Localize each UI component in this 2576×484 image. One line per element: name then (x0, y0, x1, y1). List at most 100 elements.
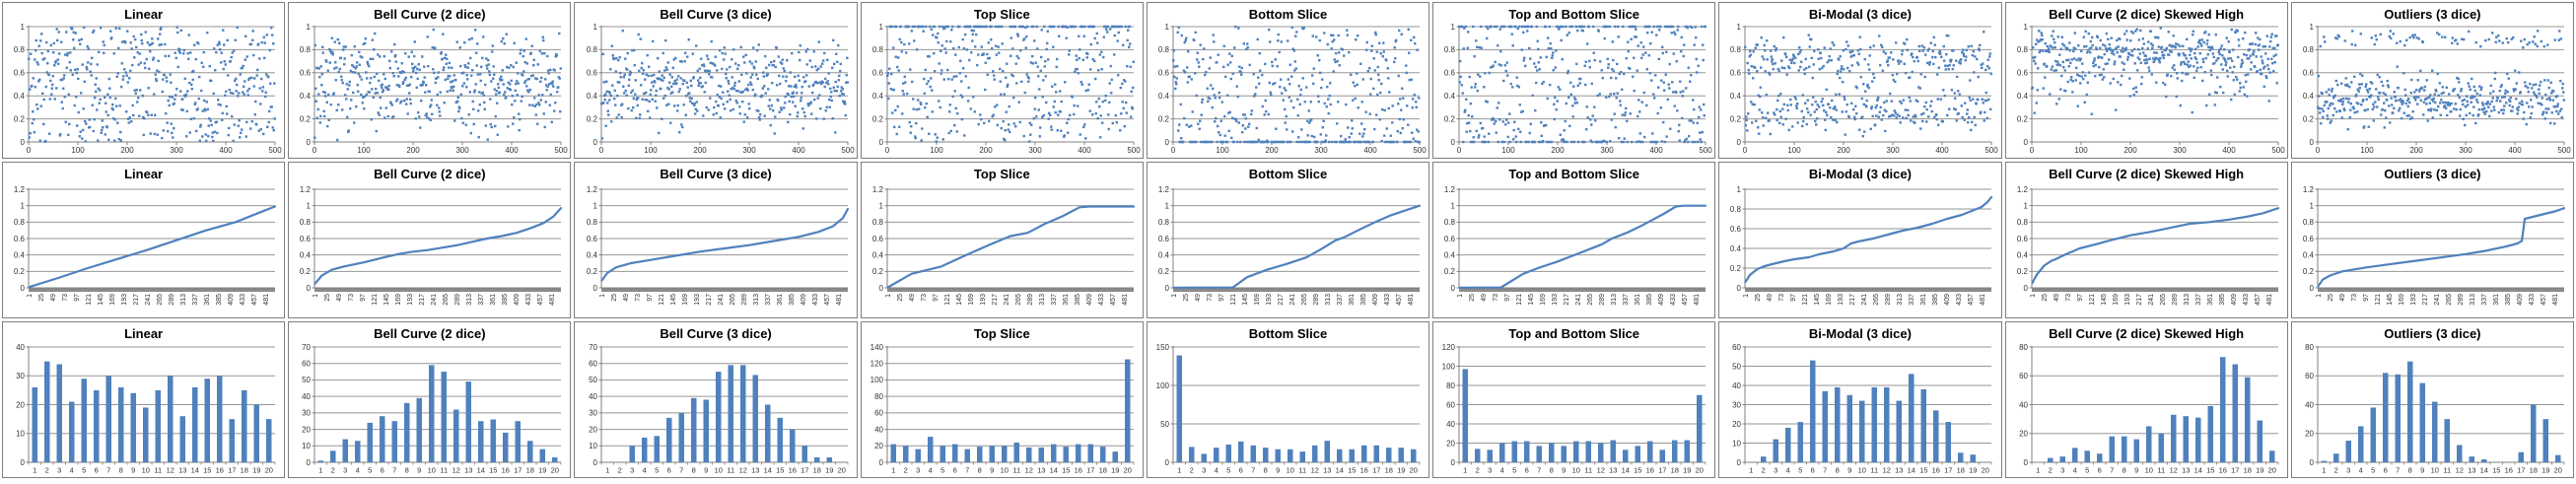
axis-tick-label: 50 (1160, 420, 1169, 429)
axis-tick-label: 457 (1110, 294, 1117, 306)
axis-tick-label: 481 (836, 294, 843, 306)
axis-tick-label: 13 (1896, 466, 1904, 475)
chart-panel-bar-col5[interactable]: Bottom Slice 0 50 100 150 1 2 3 4 5 6 7 8 9 10 11 12 13 14… (1146, 321, 1430, 478)
chart-panel-scatter-col5[interactable]: Bottom Slice 0 0.2 0.4 0.6 0.8 1 0 100 200 300 400 5… (1146, 2, 1430, 159)
axis-tick-label: 0.2 (1158, 114, 1170, 123)
chart-panel-line-col6[interactable]: Top and Bottom Slice 0 0.2 0.4 0.6 0.8 1 1.2 1 25… (1432, 162, 1716, 318)
bar (1360, 445, 1367, 462)
axis-tick-label: 300 (1601, 146, 1615, 155)
axis-tick-label: 11 (1298, 466, 1306, 475)
bar (1487, 449, 1494, 463)
axis-tick-label: 121 (2089, 294, 2096, 306)
bar (317, 460, 324, 462)
chart-panel-scatter-col3[interactable]: Bell Curve (3 dice) 0 0.2 0.4 0.6 0.8 1 0 100 200… (574, 2, 858, 159)
axis-tick-label: 19 (2256, 466, 2263, 475)
chart-panel-bar-col7[interactable]: Bi-Modal (3 dice) 0 10 20 30 40 50 60 1 2 3 4 5 6 7 8 9 1… (1718, 321, 2002, 478)
chart-panel-bar-col1[interactable]: Linear 0 10 20 30 40 1 2 3 4 5 6 7 8 9 10 11 12 13 14 15 16 17… (2, 321, 286, 478)
bar (1909, 374, 1915, 462)
axis-tick-label: 0.8 (2303, 45, 2315, 54)
chart-panel-line-col9[interactable]: Outliers (3 dice) 0 0.2 0.4 0.6 0.8 1 1.2 1 25 49 7… (2290, 162, 2574, 318)
chart-panel-bar-col8[interactable]: Bell Curve (2 dice) Skewed High 0 20 40 60 80… (2004, 321, 2288, 478)
axis-tick-label: 481 (263, 294, 270, 306)
axis-tick-label: 217 (1849, 294, 1856, 306)
axis-tick-label: 70 (589, 343, 597, 352)
axis-tick-label: 12 (167, 466, 174, 475)
chart-panel-scatter-col8[interactable]: Bell Curve (2 dice) Skewed High 0 0.2 0.4 0.… (2004, 2, 2288, 159)
axis-tick-label: 0 (307, 138, 312, 147)
bar (1099, 447, 1106, 462)
axis-tick-label: 0.4 (872, 250, 884, 259)
axis-tick-label: 337 (1051, 294, 1058, 306)
chart-panel-scatter-col6[interactable]: Top and Bottom Slice 0 0.2 0.4 0.6 0.8 1 0 100 20… (1432, 2, 1716, 159)
axis-tick-label: 9 (704, 466, 708, 475)
chart-panel-scatter-col1[interactable]: Linear 0 0.2 0.4 0.6 0.8 1 0 100 200 300 400 500 (2, 2, 286, 159)
bar (105, 376, 112, 462)
axis-tick-label: 25 (1755, 294, 1762, 302)
bar (1536, 446, 1543, 462)
axis-tick-label: 169 (395, 294, 402, 306)
axis-tick-label: 400 (2508, 146, 2522, 155)
bar (1549, 443, 1555, 462)
chart-panel-line-col5[interactable]: Bottom Slice 0 0.2 0.4 0.6 0.8 1 1.2 1 25 49 73 97 12… (1146, 162, 1430, 318)
axis-tick-label: 313 (1897, 294, 1904, 306)
axis-tick-label: 17 (1086, 466, 1094, 475)
axis-tick-label: 0.4 (872, 92, 884, 101)
axis-tick-label: 0 (1165, 458, 1170, 467)
axis-tick-label: 6 (666, 466, 670, 475)
chart-panel-line-col7[interactable]: Bi-Modal (3 dice) 0 0.2 0.4 0.6 0.8 1 1 25 49 73 97… (1718, 162, 2002, 318)
axis-tick-label: 0.6 (14, 235, 26, 243)
bar (1385, 448, 1392, 462)
axis-tick-label: 0 (1737, 284, 1742, 293)
bar (1672, 440, 1678, 463)
axis-tick-label: 217 (133, 294, 140, 306)
axis-tick-label: 433 (2243, 294, 2250, 306)
chart-panel-bar-col2[interactable]: Bell Curve (2 dice) 0 10 20 30 40 50 60 70 1 2 3 4 5 6… (288, 321, 572, 478)
axis-tick-label: 0.8 (1730, 205, 1742, 214)
bar (130, 392, 137, 462)
histogram-bars (629, 365, 832, 462)
sorted-values-line (886, 205, 1135, 289)
axis-tick-label: 409 (1372, 294, 1379, 306)
chart-panel-bar-col4[interactable]: Top Slice 0 20 40 60 80 100 120 140 1 2 3 4 5 6 7 8 9 10 11… (860, 321, 1144, 478)
axis-tick-label: 0 (1165, 284, 1170, 293)
axis-tick-label: 409 (801, 294, 807, 306)
scatter-points (1172, 25, 1421, 144)
chart-panel-bar-col3[interactable]: Bell Curve (3 dice) 0 10 20 30 40 50 60 70 1 2 3 4 5 6… (574, 321, 858, 478)
axis-tick-label: 481 (2552, 294, 2559, 306)
chart-title: Bell Curve (2 dice) Skewed High (2049, 167, 2245, 181)
chart-title: Linear (124, 7, 164, 22)
axis-tick-label: 361 (1920, 294, 1927, 306)
axis-tick-label: 14 (1908, 466, 1915, 475)
scatter-plot: 0 0.2 0.4 0.6 0.8 1 0 100 200 300 400 500 (300, 23, 568, 155)
axis-tick-label: 20 (1446, 439, 1455, 448)
chart-panel-line-col2[interactable]: Bell Curve (2 dice) 0 0.2 0.4 0.6 0.8 1 1.2 1 25 4… (288, 162, 572, 318)
chart-panel-line-col4[interactable]: Top Slice 0 0.2 0.4 0.6 0.8 1 1.2 1 25 49 73 97 121 14… (860, 162, 1144, 318)
chart-panel-bar-col9[interactable]: Outliers (3 dice) 0 20 40 60 80 1 2 3 4 5 6 7 8 9 10 11 1… (2290, 321, 2574, 478)
axis-tick-label: 0.4 (2017, 92, 2029, 101)
scatter-plot: 0 0.2 0.4 0.6 0.8 1 0 100 200 300 400 500 (2303, 23, 2571, 155)
scatter-plot: 0 0.2 0.4 0.6 0.8 1 0 100 200 300 400 500 (1444, 23, 1712, 155)
axis-tick-label: 241 (1575, 294, 1582, 306)
bar (391, 421, 398, 462)
chart-panel-bar-col6[interactable]: Top and Bottom Slice 0 20 40 60 80 100 120 1 2 3 4 5… (1432, 321, 1716, 478)
axis-tick-label: 0 (2309, 284, 2314, 293)
chart-panel-line-col1[interactable]: Linear 0 0.2 0.4 0.6 0.8 1 1.2 1 25 49 73 97 121 145 16… (2, 162, 286, 318)
axis-tick-label: 481 (1122, 294, 1129, 306)
axis-tick-label: 1 (885, 294, 892, 298)
axis-tick-label: 361 (2207, 294, 2214, 306)
chart-panel-scatter-col2[interactable]: Bell Curve (2 dice) 0 0.2 0.4 0.6 0.8 1 0 100 200… (288, 2, 572, 159)
axis-tick-label: 16 (1360, 466, 1368, 475)
chart-panel-scatter-col9[interactable]: Outliers (3 dice) 0 0.2 0.4 0.6 0.8 1 0 100 200 30… (2290, 2, 2574, 159)
axis-tick-label: 120 (870, 360, 883, 369)
chart-panel-scatter-col7[interactable]: Bi-Modal (3 dice) 0 0.2 0.4 0.6 0.8 1 0 100 200 30… (1718, 2, 2002, 159)
chart-panel-scatter-col4[interactable]: Top Slice 0 0.2 0.4 0.6 0.8 1 0 100 200 300 400 500 (860, 2, 1144, 159)
axis-tick-label: 0.8 (300, 45, 312, 54)
chart-panel-line-col3[interactable]: Bell Curve (3 dice) 0 0.2 0.4 0.6 0.8 1 1.2 1 25 4… (574, 162, 858, 318)
axis-tick-label: 14 (477, 466, 485, 475)
axis-tick-label: 300 (1028, 146, 1042, 155)
chart-panel-line-col8[interactable]: Bell Curve (2 dice) Skewed High 0 0.2 0.4 0.… (2004, 162, 2288, 318)
axis-tick-label: 6 (1811, 466, 1815, 475)
axis-tick-label: 97 (1504, 294, 1511, 302)
axis-tick-label: 73 (1207, 294, 1214, 302)
bar (1933, 410, 1939, 462)
